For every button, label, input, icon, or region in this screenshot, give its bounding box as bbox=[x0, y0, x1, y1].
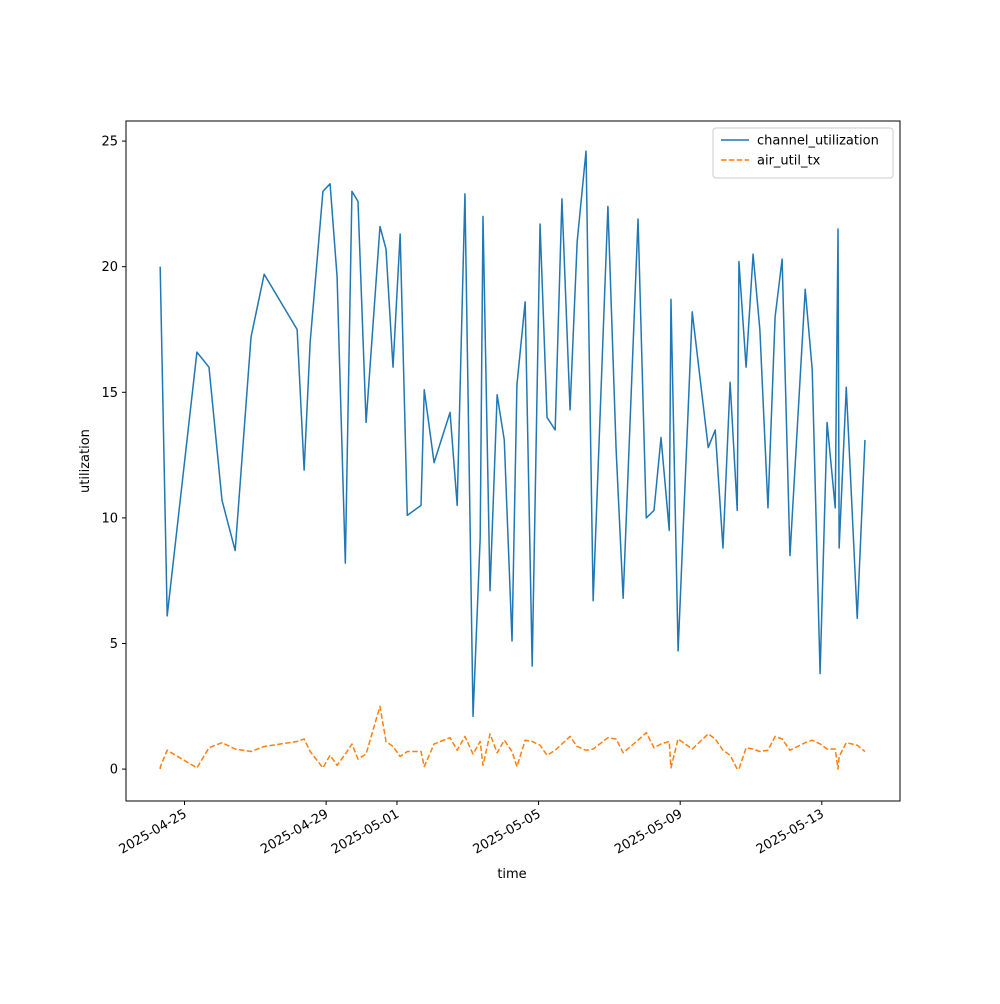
legend-label: channel_utilization bbox=[757, 134, 879, 149]
legend-label: air_util_tx bbox=[757, 154, 821, 169]
plot-frame bbox=[125, 120, 901, 802]
line-series bbox=[159, 150, 866, 718]
y-tick-label: 15 bbox=[101, 386, 118, 401]
y-tick-label: 0 bbox=[110, 763, 118, 778]
y-tick-label: 25 bbox=[101, 135, 118, 150]
y-tick-label: 20 bbox=[101, 260, 118, 275]
y-axis-label: utilization bbox=[78, 429, 93, 493]
legend-box bbox=[712, 127, 894, 179]
y-tick-label: 10 bbox=[101, 511, 118, 526]
x-axis-label: time bbox=[497, 867, 526, 882]
y-tick-label: 5 bbox=[110, 637, 118, 652]
line-series bbox=[159, 705, 866, 770]
